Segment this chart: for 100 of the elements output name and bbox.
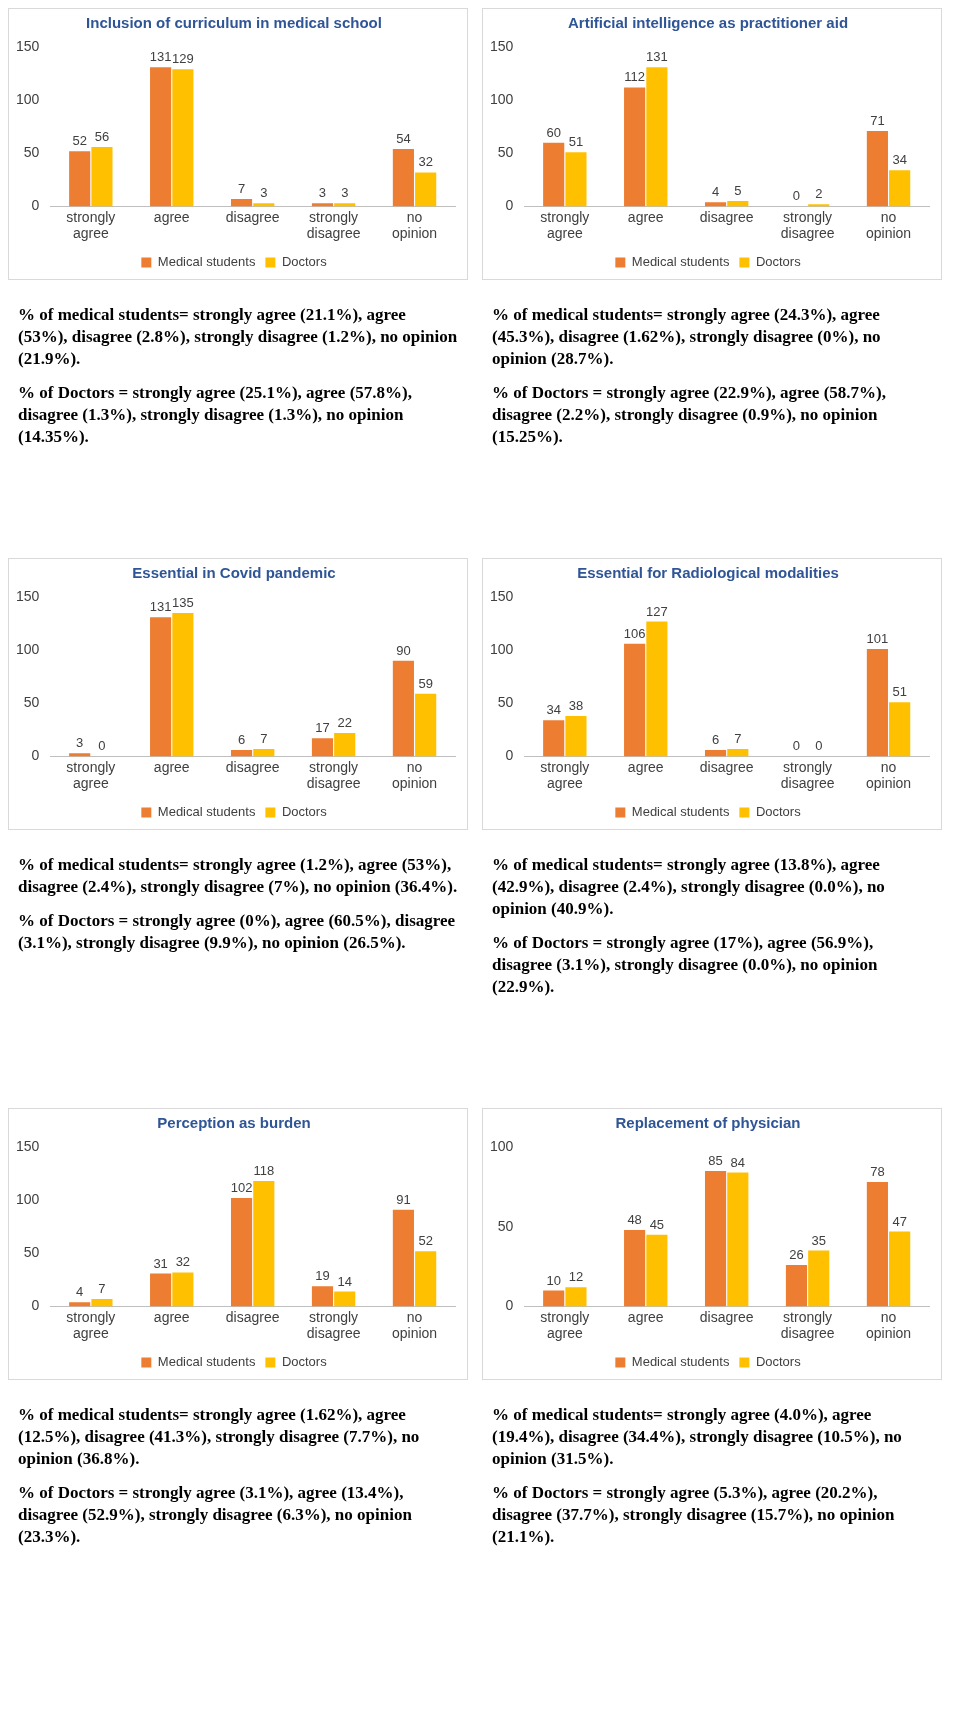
legend-label: Doctors	[755, 254, 802, 270]
data-label: 22	[337, 715, 352, 731]
x-tick-label: agree	[153, 1308, 190, 1325]
data-label: 131	[646, 49, 668, 65]
y-tick-label: 50	[497, 1217, 514, 1234]
bar	[334, 1291, 356, 1307]
data-label: 31	[153, 1255, 168, 1271]
data-label: 45	[649, 1216, 665, 1232]
data-label: 7	[260, 731, 268, 747]
data-label: 91	[396, 1191, 411, 1207]
bar	[334, 203, 356, 207]
data-label: 0	[792, 738, 801, 754]
x-tick-label: strongly disagree	[306, 758, 361, 792]
bar	[172, 69, 194, 207]
data-label: 10	[546, 1272, 561, 1288]
data-label: 102	[230, 1180, 253, 1196]
bar	[392, 149, 414, 207]
data-label: 127	[646, 603, 668, 619]
legend-label: Medical students	[631, 1354, 730, 1370]
bar	[311, 1286, 334, 1307]
bar	[172, 612, 194, 757]
x-tick-label: no opinion	[391, 758, 438, 792]
data-label: 78	[870, 1164, 885, 1180]
legend-label: Doctors	[755, 804, 802, 820]
data-label: 118	[253, 1163, 275, 1179]
legend-label: Medical students	[157, 254, 256, 270]
text: % of Doctors = strongly agree (17%), agree (56.9%), disagree (3.1%), strongly disagree (0.0%), no opinion (22.9%).	[492, 932, 879, 999]
data-label: 90	[396, 642, 411, 658]
bar	[230, 750, 253, 757]
legend-label: Medical students	[631, 254, 730, 270]
y-tick-label: 100	[16, 640, 40, 657]
legend-label: Doctors	[755, 1354, 802, 1370]
bar	[230, 1198, 253, 1307]
text: % of Doctors = strongly agree (5.3%), agree (20.2%), disagree (37.7%), strongly disagree (15.7%), no opinion (21.1%).	[492, 1482, 896, 1549]
data-label: 131	[149, 599, 172, 615]
data-label: 47	[892, 1213, 907, 1229]
data-label: 35	[811, 1232, 826, 1248]
chart-title: Artificial intelligence as practitioner aid	[567, 14, 849, 32]
x-tick-label: strongly disagree	[306, 1308, 361, 1342]
text: % of medical students= strongly agree (21.1%), agree (53%), disagree (2.8%), strongly disagree (1.2%), no opinion (21.9%).	[18, 304, 458, 371]
data-label: 3	[260, 185, 268, 201]
data-label: 59	[418, 675, 433, 691]
bar	[565, 716, 587, 757]
text: % of medical students= strongly agree (1.62%), agree (12.5%), disagree (41.3%), strongly disagree (7.7%), no opinion (36.8%).	[18, 1404, 421, 1471]
data-label: 112	[624, 69, 645, 85]
legend-label: Doctors	[281, 254, 328, 270]
y-tick-label: 150	[490, 37, 514, 54]
bar	[69, 753, 91, 757]
x-tick-label: disagree	[699, 758, 754, 775]
bar	[808, 204, 830, 207]
bar	[253, 1181, 275, 1307]
data-label: 51	[568, 134, 584, 150]
data-label: 0	[815, 738, 823, 754]
data-label: 7	[237, 181, 246, 197]
y-tick-label: 0	[505, 1297, 514, 1314]
data-label: 85	[708, 1152, 723, 1168]
text: % of Doctors = strongly agree (22.9%), agree (58.7%), disagree (2.2%), strongly disagree (0.9%), no opinion (15.25%).	[492, 382, 887, 449]
text: % of medical students= strongly agree (24.3%), agree (45.3%), disagree (1.62%), strongly disagree (0%), no opinion (28.7%).	[492, 304, 882, 371]
text: % of medical students= strongly agree (13.8%), agree (42.9%), disagree (2.4%), strongly disagree (0.0%), no opinion (40.9%).	[492, 854, 886, 921]
x-tick-label: disagree	[225, 1308, 280, 1325]
y-tick-label: 50	[497, 144, 514, 161]
bar	[704, 202, 727, 207]
data-label: 3	[318, 185, 327, 201]
data-label: 84	[730, 1154, 746, 1170]
x-tick-label: no opinion	[865, 758, 912, 792]
x-tick-label: strongly agree	[540, 208, 590, 242]
bar	[889, 702, 911, 757]
y-tick-label: 50	[23, 1244, 40, 1261]
y-tick-label: 0	[31, 197, 40, 214]
chart-title: Inclusion of curriculum in medical school	[86, 14, 382, 32]
data-label: 101	[866, 631, 889, 647]
bar	[415, 693, 437, 757]
bar	[866, 1182, 888, 1307]
x-tick-label: disagree	[225, 758, 280, 775]
x-tick-label: strongly disagree	[780, 208, 835, 242]
chart-title: Perception as burden	[157, 1114, 311, 1132]
data-label: 4	[76, 1284, 84, 1300]
data-label: 71	[870, 113, 885, 129]
bar	[889, 1231, 911, 1307]
bar	[253, 203, 275, 207]
x-tick-label: agree	[153, 758, 190, 775]
y-tick-label: 50	[23, 144, 40, 161]
text: % of medical students= strongly agree (1.2%), agree (53%), disagree (2.4%), strongly disagree (7%), no opinion (36.4%).	[18, 854, 458, 899]
bar	[866, 130, 888, 207]
y-tick-label: 0	[31, 1297, 40, 1314]
bar	[150, 617, 172, 757]
data-label: 60	[546, 124, 561, 140]
x-tick-label: agree	[627, 1308, 664, 1325]
x-tick-label: disagree	[225, 208, 280, 225]
bar	[624, 1229, 646, 1307]
bar	[311, 738, 334, 757]
y-tick-label: 50	[23, 694, 40, 711]
y-tick-label: 150	[490, 587, 514, 604]
data-label: 6	[711, 732, 720, 748]
bar	[727, 748, 749, 757]
data-label: 56	[94, 128, 110, 144]
bar	[565, 152, 587, 207]
x-tick-label: strongly agree	[66, 758, 116, 792]
bar	[392, 660, 414, 757]
text: % of Doctors = strongly agree (3.1%), agree (13.4%), disagree (52.9%), strongly disagree (6.3%), no opinion (23.3%).	[18, 1482, 413, 1549]
